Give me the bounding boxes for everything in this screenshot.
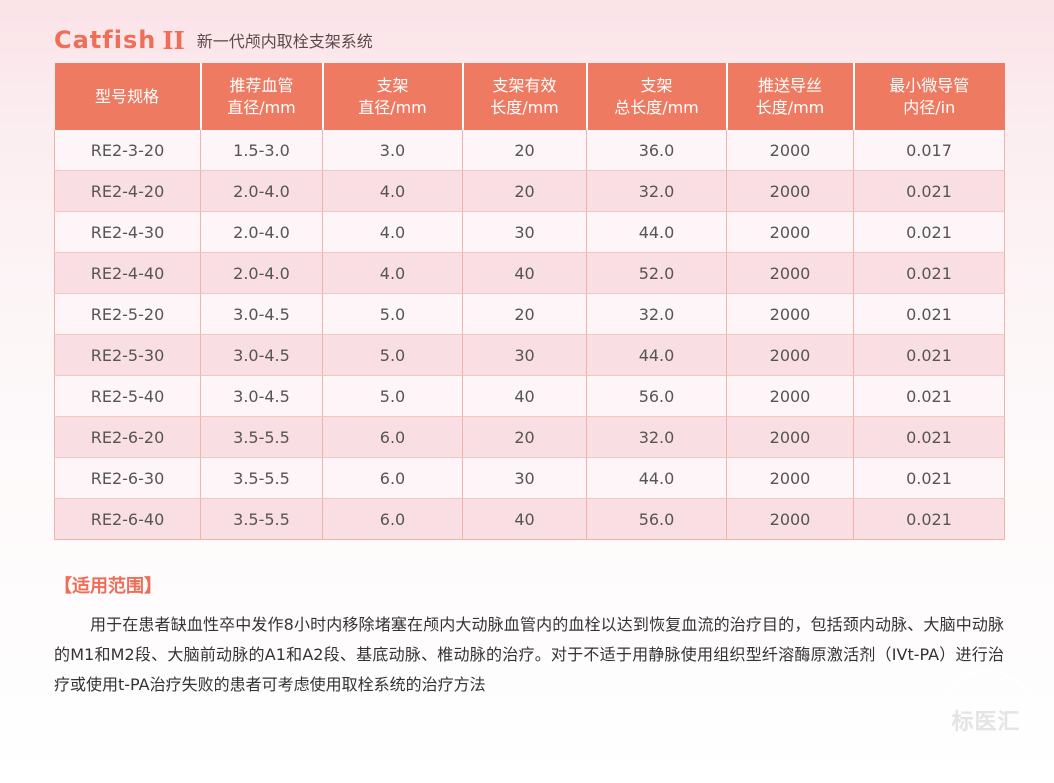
brand-logo: Catfish: [54, 26, 157, 54]
table-row: RE2-3-20 1.5-3.0 3.0 20 36.0 2000 0.017: [54, 130, 1005, 171]
table-cell: 0.021: [853, 334, 1005, 376]
table-cell: 0.021: [853, 211, 1005, 253]
table-header-row: 型号规格 推荐血管 直径/mm 支架 直径/mm 支架有效 长度/mm 支架 总…: [54, 63, 1005, 130]
table-cell: 52.0: [586, 252, 727, 294]
table-cell: 0.021: [853, 252, 1005, 294]
table-cell: 20: [462, 130, 587, 171]
table-cell: 6.0: [322, 498, 463, 540]
table-row: RE2-5-30 3.0-4.5 5.0 30 44.0 2000 0.021: [54, 334, 1005, 376]
document-header: Catfish II 新一代颅内取栓支架系统: [54, 20, 373, 60]
table-cell: 4.0: [322, 211, 463, 253]
table-cell: 3.5-5.5: [200, 416, 323, 458]
table-cell: 44.0: [586, 211, 727, 253]
table-cell: 3.5-5.5: [200, 498, 323, 540]
table-row: RE2-4-30 2.0-4.0 4.0 30 44.0 2000 0.021: [54, 211, 1005, 253]
table-cell: 32.0: [586, 293, 727, 335]
table-cell: 0.021: [853, 498, 1005, 540]
table-cell: RE2-5-20: [54, 293, 201, 335]
table-cell: 30: [462, 457, 587, 499]
column-header-model: 型号规格: [54, 63, 202, 130]
table-cell: 2000: [726, 416, 854, 458]
table-row: RE2-4-40 2.0-4.0 4.0 40 52.0 2000 0.021: [54, 252, 1005, 294]
table-cell: 3.0: [322, 130, 463, 171]
table-cell: 3.5-5.5: [200, 457, 323, 499]
table-cell: 3.0-4.5: [200, 334, 323, 376]
table-cell: 40: [462, 375, 587, 417]
table-cell: 6.0: [322, 416, 463, 458]
watermark-text: 标医汇: [951, 710, 1021, 735]
table-cell: 2.0-4.0: [200, 252, 323, 294]
table-cell: 20: [462, 416, 587, 458]
column-header-microcatheter-id: 最小微导管 内径/in: [853, 63, 1005, 130]
table-cell: 2000: [726, 252, 854, 294]
table-cell: 36.0: [586, 130, 727, 171]
table-cell: 30: [462, 211, 587, 253]
table-cell: 3.0-4.5: [200, 375, 323, 417]
table-cell: RE2-4-30: [54, 211, 201, 253]
model-numeral: II: [162, 25, 185, 55]
table-cell: 20: [462, 293, 587, 335]
page-title: 新一代颅内取栓支架系统: [196, 32, 373, 51]
table-cell: 0.021: [853, 170, 1005, 212]
table-cell: 2.0-4.0: [200, 211, 323, 253]
table-cell: 1.5-3.0: [200, 130, 323, 171]
column-header-guidewire-length: 推送导丝 长度/mm: [726, 63, 855, 130]
table-cell: RE2-4-40: [54, 252, 201, 294]
table-cell: 4.0: [322, 252, 463, 294]
table-cell: 5.0: [322, 375, 463, 417]
column-header-stent-diameter: 支架 直径/mm: [322, 63, 464, 130]
table-cell: 2000: [726, 130, 854, 171]
table-cell: 56.0: [586, 375, 727, 417]
table-cell: 3.0-4.5: [200, 293, 323, 335]
table-cell: 40: [462, 252, 587, 294]
table-cell: RE2-6-40: [54, 498, 201, 540]
table-row: RE2-6-30 3.5-5.5 6.0 30 44.0 2000 0.021: [54, 457, 1005, 499]
table-cell: RE2-5-40: [54, 375, 201, 417]
table-cell: 2000: [726, 498, 854, 540]
table-row: RE2-5-20 3.0-4.5 5.0 20 32.0 2000 0.021: [54, 293, 1005, 335]
table-cell: 2000: [726, 334, 854, 376]
table-cell: 0.021: [853, 457, 1005, 499]
table-row: RE2-4-20 2.0-4.0 4.0 20 32.0 2000 0.021: [54, 170, 1005, 212]
table-cell: RE2-5-30: [54, 334, 201, 376]
table-cell: 0.017: [853, 130, 1005, 171]
section-title: 【适用范围】: [54, 576, 162, 597]
table-row: RE2-6-20 3.5-5.5 6.0 20 32.0 2000 0.021: [54, 416, 1005, 458]
table-cell: 2000: [726, 170, 854, 212]
table-cell: 6.0: [322, 457, 463, 499]
table-cell: RE2-4-20: [54, 170, 201, 212]
table-row: RE2-5-40 3.0-4.5 5.0 40 56.0 2000 0.021: [54, 375, 1005, 417]
table-cell: 2000: [726, 375, 854, 417]
column-header-vessel-diameter: 推荐血管 直径/mm: [200, 63, 324, 130]
table-cell: RE2-6-20: [54, 416, 201, 458]
table-cell: 56.0: [586, 498, 727, 540]
column-header-effective-length: 支架有效 长度/mm: [462, 63, 588, 130]
table-cell: 5.0: [322, 293, 463, 335]
table-cell: 44.0: [586, 334, 727, 376]
table-cell: 2000: [726, 457, 854, 499]
table-cell: 0.021: [853, 293, 1005, 335]
table-cell: 0.021: [853, 375, 1005, 417]
table-cell: 2000: [726, 211, 854, 253]
table-cell: 0.021: [853, 416, 1005, 458]
table-cell: RE2-6-30: [54, 457, 201, 499]
table-row: RE2-6-40 3.5-5.5 6.0 40 56.0 2000 0.021: [54, 498, 1005, 540]
table-cell: 32.0: [586, 170, 727, 212]
column-header-total-length: 支架 总长度/mm: [586, 63, 728, 130]
table-cell: 5.0: [322, 334, 463, 376]
table-cell: RE2-3-20: [54, 130, 201, 171]
table-cell: 30: [462, 334, 587, 376]
watermark-seal: 标医汇: [936, 670, 1036, 770]
table-cell: 2000: [726, 293, 854, 335]
table-cell: 40: [462, 498, 587, 540]
scope-description: 用于在患者缺血性卒中发作8小时内移除堵塞在颅内大动脉血管内的血栓以达到恢复血流的…: [54, 615, 1004, 694]
spec-table: 型号规格 推荐血管 直径/mm 支架 直径/mm 支架有效 长度/mm 支架 总…: [54, 63, 1005, 540]
table-cell: 20: [462, 170, 587, 212]
table-cell: 44.0: [586, 457, 727, 499]
table-cell: 32.0: [586, 416, 727, 458]
table-cell: 2.0-4.0: [200, 170, 323, 212]
table-cell: 4.0: [322, 170, 463, 212]
